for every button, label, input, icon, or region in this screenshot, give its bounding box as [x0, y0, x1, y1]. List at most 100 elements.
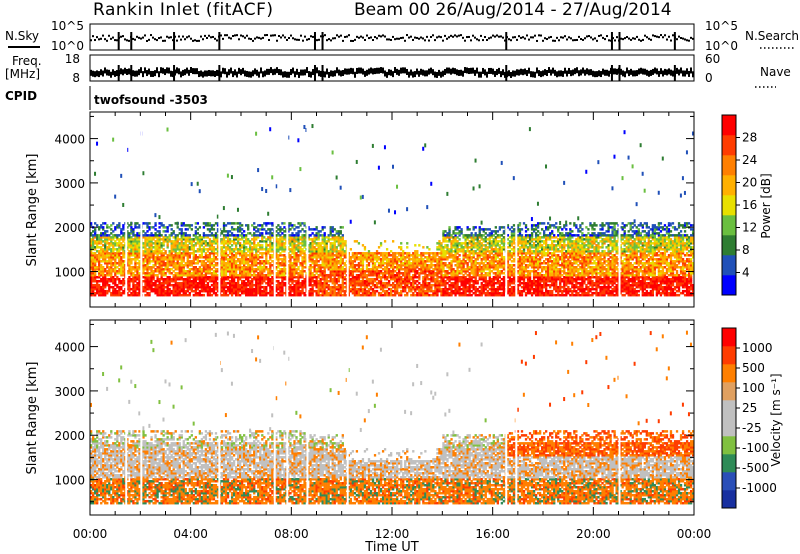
range-gate-cell	[132, 289, 135, 293]
trace-point	[638, 38, 640, 41]
range-gate-cell	[92, 236, 95, 239]
range-gate-cell	[110, 236, 113, 239]
range-gate-cell	[146, 222, 149, 225]
trace-point	[338, 69, 340, 76]
trace-point	[414, 36, 416, 39]
range-gate-cell	[126, 252, 129, 255]
range-gate-cell	[130, 268, 133, 271]
range-gate-cell	[126, 244, 129, 247]
trace-point	[676, 67, 678, 74]
range-gate-cell	[158, 293, 161, 297]
range-gate-cell	[337, 230, 340, 233]
trace-point	[350, 39, 352, 42]
range-gate-cell	[154, 281, 157, 285]
range-gate-cell	[162, 281, 165, 285]
range-gate-cell	[329, 238, 332, 241]
range-gate-cell	[170, 258, 173, 261]
trace-point	[246, 34, 248, 37]
range-gate-cell	[102, 254, 105, 257]
range-gate-cell	[150, 266, 153, 269]
trace-point	[512, 36, 514, 39]
trace-point	[634, 70, 636, 77]
range-gate-cell	[150, 289, 153, 293]
range-gate-cell	[263, 228, 266, 231]
trace-point	[558, 70, 560, 77]
range-gate-cell	[196, 232, 200, 235]
range-gate-cell	[337, 250, 340, 253]
range-gate-cell	[253, 232, 256, 235]
range-gate-cell	[132, 240, 135, 243]
range-gate-cell	[100, 291, 103, 295]
range-gate-cell	[120, 258, 123, 261]
range-gate-cell	[420, 252, 423, 255]
range-gate-cell	[92, 242, 95, 245]
range-gate-cell	[114, 279, 117, 283]
range-gate-cell	[150, 232, 153, 235]
range-gate-cell	[130, 271, 133, 275]
range-gate-cell	[367, 250, 371, 253]
range-gate-cell	[146, 240, 149, 243]
range-gate-cell	[144, 248, 147, 251]
range-gate-cell	[150, 254, 153, 257]
trace-point	[276, 39, 278, 42]
range-gate-cell	[120, 256, 123, 259]
trace-point	[400, 67, 402, 74]
range-gate-cell	[120, 248, 123, 251]
range-gate-cell	[122, 246, 125, 249]
freq-tick-top: 18	[65, 52, 80, 66]
range-gate-cell	[92, 293, 95, 297]
range-gate-cell	[116, 283, 119, 287]
trace-point	[184, 69, 186, 76]
range-gate-cell	[134, 269, 137, 273]
range-gate-cell	[164, 250, 167, 253]
range-gate-cell	[263, 236, 266, 239]
trace-point	[406, 68, 408, 75]
range-gate-cell	[118, 254, 121, 257]
range-gate-cell	[279, 226, 282, 229]
range-gate-cell	[126, 222, 129, 225]
range-gate-cell	[92, 279, 95, 283]
trace-point	[104, 38, 106, 41]
trace-point	[152, 70, 154, 77]
range-gate-cell	[291, 256, 294, 259]
range-gate-cell	[100, 266, 103, 269]
range-gate-cell	[162, 285, 165, 289]
range-gate-cell	[110, 293, 113, 297]
range-gate-cell	[138, 283, 141, 287]
range-gate-cell	[94, 230, 97, 233]
range-gate-cell	[108, 242, 111, 245]
range-gate-cell	[104, 269, 107, 273]
range-gate-cell	[154, 213, 157, 218]
range-gate-cell	[136, 234, 139, 237]
range-gate-cell	[176, 242, 179, 245]
range-gate-cell	[128, 260, 131, 263]
trace-point	[392, 35, 394, 38]
trace-point	[102, 70, 104, 77]
range-gate-cell	[90, 254, 93, 257]
trace-point	[582, 38, 584, 41]
range-gate-cell	[164, 289, 167, 293]
range-gate-cell	[198, 226, 202, 229]
trace-point	[636, 70, 638, 77]
range-gate-cell	[90, 258, 93, 261]
range-gate-cell	[136, 244, 139, 247]
trace-point	[536, 67, 538, 74]
range-gate-cell	[94, 279, 97, 283]
trace-point	[532, 36, 534, 39]
range-gate-cell	[160, 283, 163, 287]
range-gate-cell	[184, 289, 187, 293]
range-gate-cell	[247, 258, 250, 261]
range-gate-cell	[327, 279, 330, 283]
range-gate-cell	[188, 246, 191, 249]
range-gate-cell	[349, 219, 352, 224]
range-gate-cell	[422, 252, 425, 255]
trace-point	[170, 36, 172, 39]
range-gate-cell	[154, 260, 157, 263]
range-gate-cell	[154, 258, 157, 261]
trace-point	[564, 67, 566, 74]
range-gate-cell	[196, 222, 200, 225]
range-gate-cell	[126, 262, 129, 265]
range-gate-cell	[156, 283, 159, 287]
range-gate-cell	[371, 277, 375, 281]
range-gate-cell	[122, 248, 125, 251]
